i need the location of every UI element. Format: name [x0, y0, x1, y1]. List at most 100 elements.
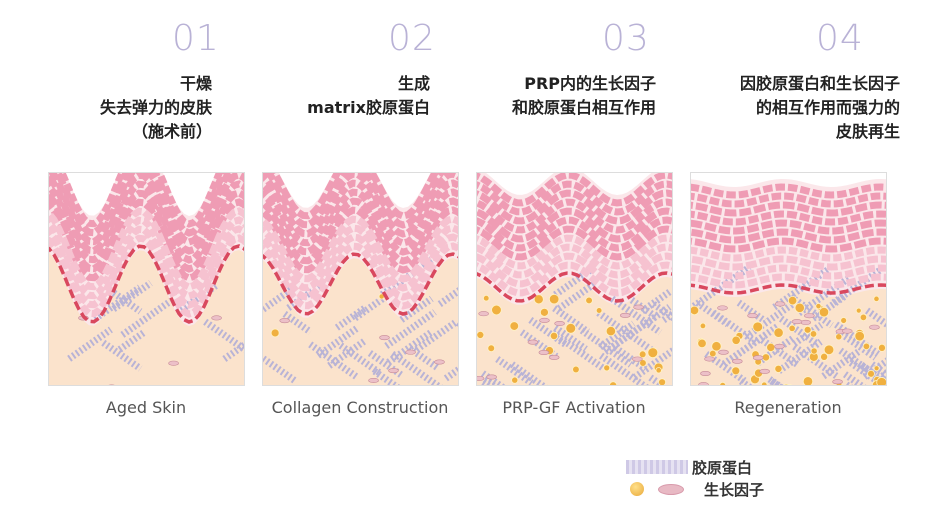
epidermis-cell-row [263, 197, 458, 265]
collagen-fiber [222, 340, 244, 362]
collagen-fiber [308, 341, 360, 381]
growth-factor-sphere [548, 293, 560, 305]
growth-factor-ellipse [405, 349, 416, 355]
growth-factor-ellipse [704, 356, 715, 362]
growth-factor-ellipse [759, 368, 770, 374]
growth-factor-sphere [691, 305, 700, 316]
stage-description: 因胶原蛋白和生长因子 的相互作用而强力的 皮肤再生 [739, 74, 900, 141]
basement-membrane [49, 244, 244, 324]
growth-factor-ellipse [832, 379, 843, 385]
legend-growth-factor: 生长因子 [626, 478, 764, 500]
stage-caption: PRP-GF Activation [502, 398, 646, 417]
epidermis-cell-row [263, 188, 458, 256]
epidermis-cell-row [263, 224, 458, 292]
growth-factor-sphere [809, 330, 818, 338]
growth-factor-ellipse [732, 358, 743, 364]
growth-factor-sphere [766, 342, 776, 352]
collagen-fiber [610, 295, 663, 336]
growth-factor-sphere [787, 295, 798, 306]
growth-factor-sphere [595, 307, 603, 314]
growth-factor-sphere [731, 366, 741, 376]
growth-factor-sphere [697, 338, 707, 349]
growth-factor-sphere [605, 326, 616, 337]
growth-factor-sphere [638, 350, 647, 359]
epidermis-cell-row [691, 192, 886, 208]
basement-membrane [477, 271, 672, 303]
growth-factor-sphere [565, 322, 577, 334]
stage-illustration [262, 172, 459, 386]
growth-factor-sphere-icon [630, 482, 644, 496]
stage-number: 04 [816, 18, 864, 59]
collagen-fiber [203, 318, 244, 354]
stage-caption: Regeneration [734, 398, 842, 417]
growth-factor-ellipse [388, 368, 399, 374]
collagen-fiber [598, 352, 650, 385]
collagen-fiber [334, 304, 369, 331]
collagen-fiber [384, 309, 437, 349]
collagen-fiber [67, 326, 113, 362]
collagen-fiber [327, 337, 368, 369]
growth-factor-sphere [835, 333, 843, 341]
growth-factor-sphere [867, 369, 875, 378]
epidermis-cell-row [477, 225, 672, 261]
epidermis-cell-row [477, 216, 672, 252]
growth-factor-ellipse [718, 349, 729, 355]
collagen-fiber [755, 334, 797, 366]
stage-description: 干燥 失去弹力的皮肤 （施术前） [99, 74, 212, 141]
legend-label: 生长因子 [704, 480, 765, 499]
collagen-fiber [640, 288, 672, 315]
growth-factor-sphere [810, 347, 818, 355]
collagen-fiber [263, 355, 298, 384]
legend-label: 胶原蛋白 [692, 458, 753, 477]
growth-factor-sphere [803, 325, 812, 334]
collagen-fiber [553, 324, 588, 352]
collagen-fiber [117, 329, 147, 353]
growth-factor-sphere [483, 295, 490, 302]
growth-factor-sphere [802, 376, 814, 385]
growth-factor-sphere [873, 365, 880, 372]
growth-factor-sphere [491, 304, 502, 316]
stage-illustration [476, 172, 673, 386]
stage-number: 03 [602, 18, 650, 59]
growth-factor-ellipse [548, 354, 560, 360]
growth-factor-ellipse [791, 319, 803, 325]
collagen-fiber [736, 299, 767, 324]
growth-factor-sphere [719, 381, 727, 385]
growth-factor-sphere [639, 359, 647, 367]
growth-factor-sphere [774, 364, 783, 373]
epidermis-cell-row [477, 243, 672, 279]
growth-factor-sphere [815, 303, 822, 310]
collagen-fiber [557, 280, 598, 312]
growth-factor-sphere [876, 377, 886, 385]
growth-factor-ellipse [539, 317, 550, 323]
growth-factor-sphere [840, 317, 848, 324]
collagen-fiber-icon [626, 460, 688, 474]
growth-factor-sphere [477, 330, 485, 339]
stage-number: 01 [172, 18, 220, 59]
growth-factor-sphere [603, 364, 611, 372]
growth-factor-ellipse [168, 360, 179, 366]
epidermis-cell-row [263, 215, 458, 283]
growth-factor-sphere [862, 342, 871, 351]
collagen-fiber [579, 327, 633, 368]
collagen-fiber [315, 324, 360, 359]
growth-factor-ellipse [486, 374, 497, 380]
growth-factor-sphere [511, 376, 519, 384]
epidermis-cell-row [691, 264, 886, 280]
growth-factor-sphere [859, 313, 868, 322]
growth-factor-sphere [533, 294, 544, 305]
collagen-fiber [372, 368, 401, 385]
growth-factor-ellipse [478, 311, 489, 317]
growth-factor-ellipse [538, 350, 550, 356]
collagen-fiber [603, 313, 659, 355]
growth-factor-ellipse-icon [658, 483, 684, 495]
collagen-fiber [175, 282, 219, 316]
collagen-fiber [437, 287, 458, 307]
growth-factor-ellipse [841, 328, 853, 334]
epidermis-cell-row [263, 206, 458, 274]
growth-factor-ellipse [619, 312, 631, 318]
growth-factor-ellipse [379, 335, 390, 341]
epidermis-cell-row [691, 219, 886, 235]
growth-factor-sphere [752, 321, 764, 333]
epidermis-cell-row [691, 246, 886, 262]
